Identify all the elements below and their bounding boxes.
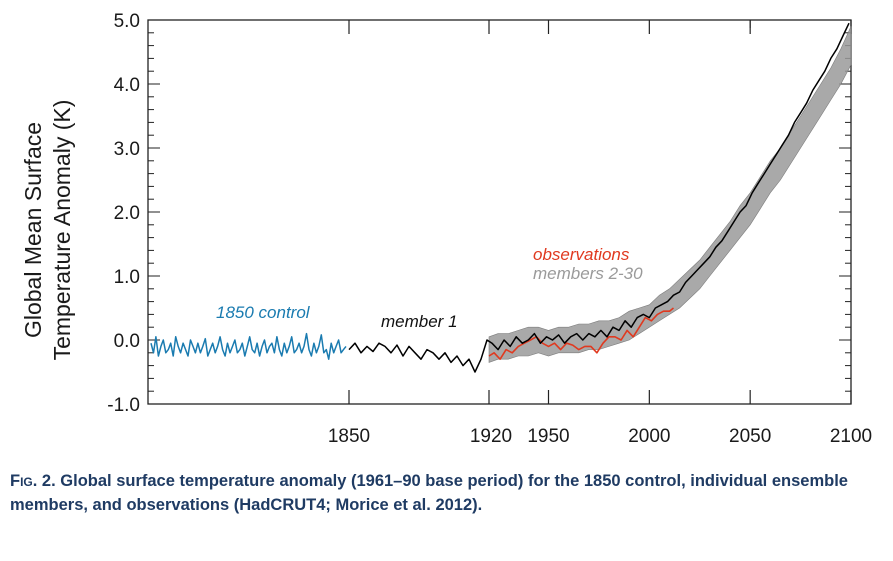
y-tick-label: 2.0 <box>114 203 140 224</box>
x-tick-label: 1850 <box>328 426 370 447</box>
y-tick-label: 1.0 <box>114 267 140 288</box>
x-axis-ticks: 1850 1920 1950 2000 2050 2100 <box>328 20 872 447</box>
series-1850-control <box>150 332 347 360</box>
x-tick-label: 2000 <box>628 426 670 447</box>
y-tick-label: -1.0 <box>107 395 140 416</box>
x-tick-label: 2100 <box>830 426 872 447</box>
series-layer <box>150 22 852 373</box>
x-tick-label: 2050 <box>729 426 771 447</box>
x-tick-label: 1920 <box>470 426 512 447</box>
y-tick-label: 4.0 <box>114 75 140 96</box>
annotation-member-1: member 1 <box>381 312 458 331</box>
caption-text: Global surface temperature anomaly (1961… <box>10 472 848 514</box>
series-member-1 <box>348 22 850 373</box>
series-observations <box>488 307 674 360</box>
y-tick-label: 0.0 <box>114 331 140 352</box>
y-axis-label-line-1: Global Mean Surface <box>20 122 46 338</box>
figure-label: Fig. 2. <box>10 472 56 490</box>
annotation-1850-control: 1850 control <box>216 303 311 322</box>
y-tick-label: 3.0 <box>114 139 140 160</box>
y-axis-label-line-2: Temperature Anomaly (K) <box>49 100 75 361</box>
x-tick-label: 1950 <box>527 426 569 447</box>
annotation-observations: observations <box>533 245 630 264</box>
temperature-chart: Global Mean Surface Temperature Anomaly … <box>20 11 872 447</box>
annotation-members-2-30: members 2-30 <box>533 264 643 283</box>
y-tick-label: 5.0 <box>114 11 140 32</box>
annotations: 1850 control member 1 observations membe… <box>216 245 643 331</box>
series-members-2-30-band <box>488 26 852 363</box>
figure-caption: Fig. 2. Global surface temperature anoma… <box>10 469 885 517</box>
y-axis-ticks: 5.0 4.0 3.0 2.0 1.0 0.0 -1.0 <box>107 11 851 416</box>
y-axis-label: Global Mean Surface Temperature Anomaly … <box>20 100 75 361</box>
